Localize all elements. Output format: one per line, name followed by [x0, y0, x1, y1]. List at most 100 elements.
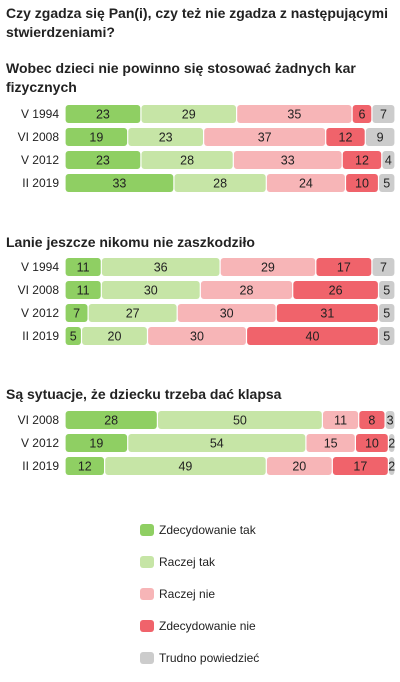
legend-label: Zdecydowanie nie [159, 619, 256, 633]
data-label: 7 [73, 307, 80, 321]
data-label: 19 [89, 131, 103, 145]
panel-title: Lanie jeszcze nikomu nie zaszkodziło [6, 234, 255, 250]
bar-segment [316, 258, 372, 276]
bar-segment [128, 128, 203, 146]
data-label: 40 [306, 330, 320, 344]
bar-segment [247, 327, 378, 345]
bar-segment [101, 258, 220, 276]
bar-segment [65, 174, 174, 192]
data-label: 28 [240, 284, 254, 298]
row-label: V 1994 [21, 107, 59, 121]
chart-title: Czy zgadza się Pan(i), czy też nie zgadz… [6, 5, 389, 40]
data-label: 33 [281, 154, 295, 168]
bar-segment [82, 327, 147, 345]
bar-segment [342, 151, 382, 169]
bar-segment [276, 304, 378, 322]
data-label: 35 [287, 108, 301, 122]
bar-segment [204, 128, 326, 146]
bar-segment [359, 411, 385, 429]
row-label: VI 2008 [18, 413, 60, 427]
data-label: 4 [385, 154, 392, 168]
data-label: 30 [190, 330, 204, 344]
row-label: II 2019 [22, 329, 59, 343]
data-label: 12 [355, 154, 369, 168]
data-label: 29 [261, 261, 275, 275]
bar-segment [372, 105, 395, 123]
bar-row: V 1994 23 29 35 6 7 [21, 105, 395, 123]
bar-segment [323, 411, 359, 429]
bar-row: VI 2008 19 23 37 12 9 [18, 128, 395, 146]
bar-segment [379, 174, 395, 192]
bar-segment [306, 434, 355, 452]
data-label: 10 [355, 177, 369, 191]
data-label: 9 [377, 131, 384, 145]
data-label: 23 [96, 154, 110, 168]
bar-segment [346, 174, 378, 192]
legend-item: Zdecydowanie nie [140, 618, 259, 634]
bar-row: II 2019 33 28 24 10 5 [22, 174, 395, 192]
data-label: 5 [383, 330, 390, 344]
data-label: 19 [89, 437, 103, 451]
data-label: 37 [258, 131, 272, 145]
bar-segment [65, 304, 88, 322]
data-label: 17 [353, 460, 367, 474]
bar-segment [379, 327, 395, 345]
bar-segment [233, 151, 342, 169]
bar-segment [220, 258, 316, 276]
row-label: V 2012 [21, 306, 59, 320]
bar-segment [326, 128, 365, 146]
bar-segment [158, 411, 322, 429]
data-label: 20 [108, 330, 122, 344]
legend-label: Raczej tak [159, 555, 216, 569]
bar-segment [141, 105, 236, 123]
bar-segment [379, 281, 395, 299]
data-label: 33 [112, 177, 126, 191]
bar-segment [177, 304, 276, 322]
bar-segment [65, 258, 101, 276]
bar-segment [65, 105, 141, 123]
data-label: 5 [383, 284, 390, 298]
bar-row: II 2019 5 20 30 40 5 [22, 327, 395, 345]
bar-row: V 2012 19 54 15 10 2 [21, 434, 395, 452]
data-label: 20 [292, 460, 306, 474]
bar-segment [382, 151, 395, 169]
bar-segment [141, 151, 233, 169]
stacked-bar-chart: V 1994 23 29 35 6 7VI 2008 19 23 37 12 9V 2012 23 28… [18, 105, 395, 475]
legend-label: Zdecydowanie tak [159, 523, 256, 537]
bar-row: V 1994 11 36 29 17 7 [21, 258, 395, 276]
bar-segment [266, 174, 345, 192]
row-label: V 2012 [21, 153, 59, 167]
data-label: 12 [78, 460, 92, 474]
bar-segment [389, 457, 395, 475]
bar-segment [65, 434, 128, 452]
data-label: 30 [144, 284, 158, 298]
panel-title: Są sytuacje, że dziecku trzeba dać klaps… [6, 386, 282, 402]
bar-row: V 2012 23 28 33 12 4 [21, 151, 395, 169]
bar-segment [266, 457, 332, 475]
legend: Zdecydowanie tak Raczej tak Raczej nie Z… [140, 522, 259, 682]
bar-segment [293, 281, 378, 299]
row-label: V 2012 [21, 436, 59, 450]
bar-row: V 2012 7 27 30 31 5 [21, 304, 395, 322]
data-label: 12 [339, 131, 353, 145]
bar-segment [65, 327, 81, 345]
bar-segment [379, 304, 395, 322]
bar-segment [101, 281, 200, 299]
data-label: 5 [383, 177, 390, 191]
data-label: 23 [159, 131, 173, 145]
bar-segment [174, 174, 266, 192]
data-label: 23 [96, 108, 110, 122]
legend-swatch [140, 620, 154, 632]
bar-segment [65, 281, 101, 299]
bar-segment [365, 128, 395, 146]
data-label: 28 [180, 154, 194, 168]
data-label: 27 [126, 307, 140, 321]
data-label: 30 [220, 307, 234, 321]
bar-row: VI 2008 28 50 11 8 3 [18, 411, 395, 429]
data-label: 11 [77, 284, 90, 298]
legend-item: Raczej nie [140, 586, 259, 602]
bar-segment [372, 258, 395, 276]
legend-swatch [140, 556, 154, 568]
legend-item: Zdecydowanie tak [140, 522, 259, 538]
bar-segment [65, 411, 157, 429]
